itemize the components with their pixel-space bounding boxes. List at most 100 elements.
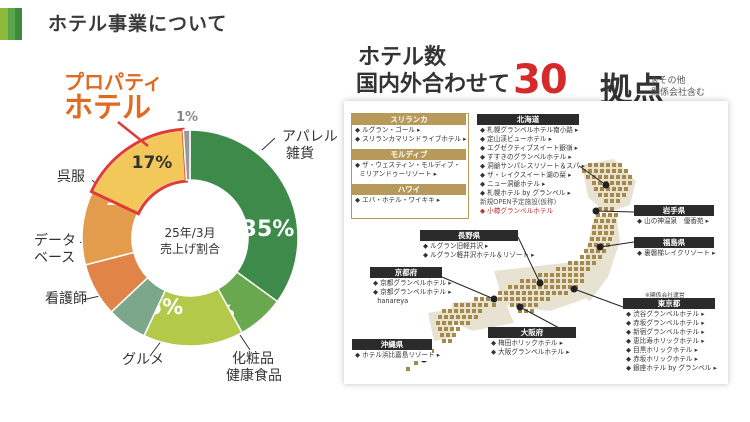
map-dot (614, 213, 618, 217)
label-apparel: アパレル 雑貨 (282, 129, 338, 162)
japan-dot-map (406, 140, 636, 371)
map-dot (550, 273, 554, 277)
map-dot (598, 231, 602, 235)
leader-line (81, 295, 101, 301)
map-dot (596, 249, 600, 253)
hotel-map-panel: スリランカ ◆ ルグラン・ゴール ▸ ◆ スリランカマリンドライブホテル ▸ モ… (344, 101, 728, 384)
map-dot (456, 327, 460, 331)
region-maldives: モルディブ ◆ ザ・ウェスティン・モルディブ・ ミリアンドゥーリゾート ▸ (352, 149, 466, 180)
map-dot (474, 315, 478, 319)
map-dot (526, 279, 530, 283)
map-dot (454, 309, 458, 313)
map-dot (514, 285, 518, 289)
map-dot (580, 261, 584, 265)
map-dot (448, 339, 452, 343)
map-dot (556, 267, 560, 271)
map-dot (510, 303, 514, 307)
map-dot (442, 339, 446, 343)
map-dot (610, 175, 614, 179)
map-dot (610, 199, 614, 203)
map-dot (616, 175, 620, 179)
label-nurse: 看護師 (45, 291, 87, 307)
map-dot (516, 291, 520, 295)
map-dot (622, 175, 626, 179)
map-dot (610, 207, 614, 211)
map-dot (454, 321, 458, 325)
map-dot (624, 187, 628, 191)
map-dot (598, 225, 602, 229)
map-location-marker (516, 303, 524, 311)
map-dot (602, 237, 606, 241)
map-dot (580, 279, 584, 283)
map-dot (544, 273, 548, 277)
map-dot (588, 169, 592, 173)
map-dot (538, 273, 542, 277)
map-dot (532, 279, 536, 283)
map-dot (474, 297, 478, 301)
map-dot (592, 255, 596, 259)
map-dot (466, 303, 470, 307)
map-dot (478, 309, 482, 313)
donut-percent-label-6: 17% (132, 153, 173, 173)
map-dot (460, 303, 464, 307)
map-dot (440, 333, 444, 337)
donut-slice-0 (189, 129, 299, 303)
map-dot (598, 193, 602, 197)
map-dot (562, 273, 566, 277)
map-dot (618, 169, 622, 173)
region-kyoto: 京都府 ◆ 京都グランベルホテル ▸ ◆ 京都グランベルホテル ▸ hanare… (370, 267, 452, 307)
map-dot (600, 163, 604, 167)
map-dot (586, 175, 590, 179)
map-dot (612, 163, 616, 167)
map-dot (624, 169, 628, 173)
map-dot (584, 249, 588, 253)
map-dot (530, 309, 534, 313)
map-connector-line (595, 210, 635, 213)
map-dot (606, 169, 610, 173)
map-dot (612, 187, 616, 191)
donut-center-label: 25年/3月 売上げ割合 (159, 226, 220, 256)
map-dot (580, 273, 584, 277)
property-label-line2: ホテル (64, 90, 152, 124)
map-dot (522, 291, 526, 295)
map-dot (516, 297, 520, 301)
page-title: ホテル事業について (48, 13, 228, 35)
map-dot (592, 261, 596, 265)
title-accent-bar (0, 8, 22, 40)
map-dot (448, 321, 452, 325)
map-dot (540, 291, 544, 295)
map-dot (438, 315, 442, 319)
map-connector-line (517, 236, 541, 284)
map-dot (574, 273, 578, 277)
map-dot (604, 207, 608, 211)
map-dot (622, 193, 626, 197)
map-dot (598, 255, 602, 259)
map-dot (622, 181, 626, 185)
map-dot (448, 309, 452, 313)
tokyo-note: ※関係会社運営 (645, 293, 685, 299)
map-dot (602, 249, 606, 253)
map-dot (590, 237, 594, 241)
region-nagano: 長野県 ◆ ルグラン旧軽井沢 ▸ ◆ ルグラン軽井沢ホテル＆リゾート ▸ (420, 230, 534, 261)
region-iwate: 岩手県 ◆ 山の神温泉 優香苑 ▸ (634, 205, 714, 227)
map-dot (456, 315, 460, 319)
map-dot (446, 333, 450, 337)
map-dot (504, 291, 508, 295)
map-dot (504, 297, 508, 301)
label-gourmet: グルメ (122, 352, 164, 368)
map-dot (588, 163, 592, 167)
map-dot (606, 163, 610, 167)
map-dot (618, 163, 622, 167)
region-fukushima: 福島県 ◆ 裏磐梯レイクリゾート ▸ (634, 237, 715, 259)
map-dot (600, 219, 604, 223)
map-dot (498, 291, 502, 295)
label-kimono: 呉服 (57, 169, 85, 185)
map-dot (608, 237, 612, 241)
map-dot (594, 163, 598, 167)
leader-line (239, 334, 251, 351)
map-dot (596, 237, 600, 241)
map-dot (556, 279, 560, 283)
map-dot (552, 291, 556, 295)
map-dot (556, 273, 560, 277)
